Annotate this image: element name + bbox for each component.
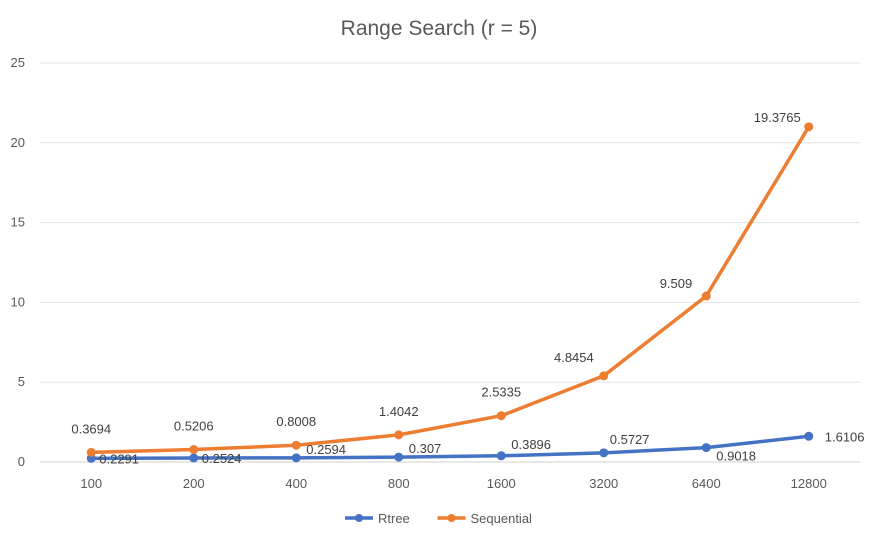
- data-label-sequential: 1.4042: [379, 404, 419, 419]
- data-point-rtree: [189, 453, 199, 463]
- data-point-sequential: [86, 447, 96, 457]
- x-tick-label: 800: [388, 476, 410, 491]
- data-point-sequential: [599, 371, 609, 381]
- data-label-rtree: 0.9018: [716, 449, 756, 464]
- y-tick-label: 5: [18, 374, 25, 389]
- data-point-rtree: [804, 431, 814, 441]
- data-label-sequential: 0.3694: [71, 421, 111, 436]
- data-label-rtree: 0.2291: [99, 451, 139, 466]
- x-tick-label: 3200: [589, 476, 618, 491]
- data-label-rtree: 0.3896: [511, 437, 551, 452]
- y-tick-label: 15: [11, 215, 25, 230]
- data-label-sequential: 19.3765: [754, 110, 801, 125]
- y-tick-label: 0: [18, 454, 25, 469]
- data-label-sequential: 4.8454: [554, 350, 594, 365]
- x-tick-label: 200: [183, 476, 205, 491]
- x-tick-label: 6400: [692, 476, 721, 491]
- data-labels: 0.2291 0.2524 0.2594 0.307 0.3896 0.5727 0.901…: [71, 110, 864, 467]
- data-label-sequential: 0.8008: [276, 414, 316, 429]
- series-line-rtree: [89, 434, 811, 461]
- data-point-sequential: [701, 291, 711, 301]
- data-point-sequential: [804, 122, 814, 132]
- y-tick-label: 10: [11, 294, 25, 309]
- data-point-sequential: [189, 445, 199, 455]
- legend-label: Rtree: [378, 511, 410, 526]
- legend: Rtree Sequential: [345, 511, 532, 526]
- legend-label: Sequential: [471, 511, 533, 526]
- data-label-sequential: 9.509: [660, 276, 693, 291]
- gridlines: [40, 62, 860, 463]
- data-label-sequential: 0.5206: [174, 419, 214, 434]
- data-label-rtree: 0.2594: [306, 442, 346, 457]
- data-point-rtree: [291, 453, 301, 463]
- data-point-sequential: [291, 440, 301, 450]
- data-label-rtree: 0.307: [409, 441, 442, 456]
- x-tick-label: 1600: [487, 476, 516, 491]
- data-point-rtree: [496, 451, 506, 461]
- legend-marker: [447, 514, 456, 522]
- y-tick-label: 20: [11, 135, 25, 150]
- x-tick-label: 400: [285, 476, 307, 491]
- series-line-sequential: [89, 125, 811, 455]
- data-point-sequential: [394, 430, 404, 440]
- chart-title: Range Search (r = 5): [341, 17, 538, 40]
- y-tick-label: 25: [11, 55, 25, 70]
- legend-marker: [355, 514, 363, 522]
- data-label-sequential: 2.5335: [481, 385, 521, 400]
- data-point-rtree: [701, 443, 711, 453]
- x-tick-label: 12800: [791, 476, 827, 491]
- x-axis-ticks: 100 200 400 800 1600 3200 6400 12800: [80, 476, 826, 491]
- series-group: [86, 122, 814, 463]
- y-axis-ticks: 0 5 10 15 20 25: [11, 55, 25, 469]
- data-label-rtree: 0.2524: [202, 451, 242, 466]
- data-point-rtree: [599, 448, 609, 458]
- data-label-rtree: 1.6106: [825, 429, 865, 444]
- data-label-rtree: 0.5727: [610, 432, 650, 447]
- x-tick-label: 100: [80, 476, 102, 491]
- data-point-sequential: [496, 411, 506, 421]
- data-point-rtree: [394, 452, 404, 462]
